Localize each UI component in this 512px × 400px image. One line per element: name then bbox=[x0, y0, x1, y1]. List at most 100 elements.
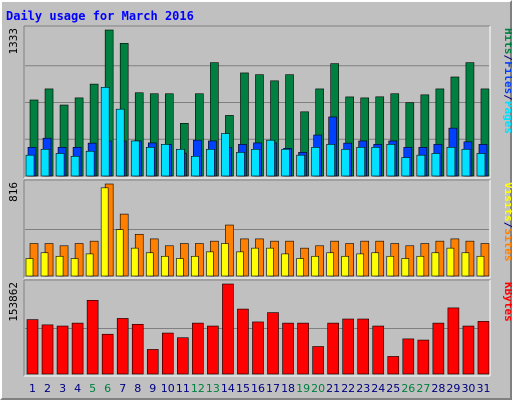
bar-visits-day-15 bbox=[236, 251, 244, 277]
panel-max-label: 1333 bbox=[7, 28, 20, 55]
bar-pages-day-13 bbox=[206, 148, 215, 177]
bar-pages-day-17 bbox=[266, 139, 275, 177]
bar-visits-day-1 bbox=[25, 258, 34, 277]
bar-visits-day-13 bbox=[206, 251, 214, 277]
bar-visits-day-5 bbox=[85, 253, 94, 277]
bar-visits-day-28 bbox=[431, 252, 440, 277]
bar-visits-day-8 bbox=[130, 247, 139, 277]
bar-visits-day-21 bbox=[326, 252, 334, 277]
bar-visits-day-2 bbox=[40, 252, 49, 277]
day-label-12: 12 bbox=[191, 382, 205, 395]
bar-kbytes-day-14 bbox=[222, 283, 234, 375]
day-label-26: 26 bbox=[401, 382, 415, 395]
day-label-25: 25 bbox=[386, 382, 400, 395]
bar-kbytes-day-9 bbox=[146, 349, 159, 375]
bar-pages-day-15 bbox=[236, 152, 245, 177]
bar-visits-day-19 bbox=[296, 258, 304, 277]
bar-visits-day-14 bbox=[221, 243, 229, 277]
bar-kbytes-day-23 bbox=[357, 318, 370, 375]
bar-kbytes-day-24 bbox=[372, 325, 385, 375]
bar-visits-day-26 bbox=[401, 258, 410, 277]
day-label-24: 24 bbox=[371, 382, 385, 395]
bar-pages-day-1 bbox=[25, 154, 35, 177]
bar-pages-day-26 bbox=[401, 157, 411, 177]
bar-visits-day-3 bbox=[55, 255, 64, 277]
bar-pages-day-12 bbox=[191, 155, 200, 177]
day-label-18: 18 bbox=[281, 382, 295, 395]
bar-visits-day-20 bbox=[311, 255, 319, 277]
bar-kbytes-day-1 bbox=[26, 319, 39, 375]
bar-pages-day-19 bbox=[296, 154, 305, 177]
bar-visits-day-4 bbox=[70, 258, 79, 277]
bar-kbytes-day-26 bbox=[402, 338, 415, 375]
bar-kbytes-day-15 bbox=[237, 308, 249, 375]
day-label-30: 30 bbox=[461, 382, 475, 395]
bar-visits-day-23 bbox=[356, 253, 365, 277]
legend-entry: KBytes bbox=[502, 282, 512, 322]
day-label-22: 22 bbox=[341, 382, 355, 395]
day-label-2: 2 bbox=[44, 382, 51, 395]
day-label-28: 28 bbox=[431, 382, 445, 395]
bar-kbytes-day-22 bbox=[342, 318, 354, 375]
bar-visits-day-18 bbox=[281, 253, 289, 277]
day-label-11: 11 bbox=[176, 382, 190, 395]
bar-visits-day-29 bbox=[446, 247, 455, 277]
bar-visits-day-16 bbox=[251, 247, 259, 277]
bar-kbytes-day-28 bbox=[432, 322, 445, 375]
bar-pages-day-20 bbox=[311, 147, 320, 177]
bar-kbytes-day-2 bbox=[41, 324, 54, 375]
day-label-3: 3 bbox=[59, 382, 66, 395]
bar-kbytes-day-5 bbox=[86, 299, 99, 375]
day-label-16: 16 bbox=[251, 382, 265, 395]
day-label-27: 27 bbox=[416, 382, 430, 395]
bar-visits-day-11 bbox=[176, 258, 184, 277]
legend-entry: Hits bbox=[502, 28, 512, 55]
bar-kbytes-day-17 bbox=[267, 312, 279, 375]
bar-pages-day-8 bbox=[130, 140, 140, 177]
bar-pages-day-11 bbox=[176, 148, 185, 177]
bar-visits-day-22 bbox=[341, 255, 349, 277]
panel-max-label: 153862 bbox=[7, 282, 20, 322]
panel-max-label: 816 bbox=[7, 182, 20, 202]
bar-pages-day-7 bbox=[115, 108, 125, 177]
bar-kbytes-day-27 bbox=[417, 339, 430, 375]
bar-kbytes-day-25 bbox=[387, 356, 400, 375]
bar-kbytes-day-7 bbox=[116, 318, 129, 375]
day-label-1: 1 bbox=[29, 382, 36, 395]
bar-visits-day-24 bbox=[371, 252, 380, 277]
day-label-9: 9 bbox=[149, 382, 156, 395]
day-label-31: 31 bbox=[476, 382, 490, 395]
day-label-21: 21 bbox=[326, 382, 340, 395]
bar-kbytes-day-13 bbox=[207, 325, 219, 375]
bar-visits-day-12 bbox=[191, 255, 199, 277]
day-label-6: 6 bbox=[104, 382, 111, 395]
day-label-19: 19 bbox=[296, 382, 310, 395]
bar-pages-day-9 bbox=[145, 147, 155, 177]
bar-pages-day-25 bbox=[386, 144, 396, 177]
bar-kbytes-day-16 bbox=[252, 321, 264, 375]
bar-kbytes-day-29 bbox=[447, 307, 460, 375]
day-label-10: 10 bbox=[161, 382, 175, 395]
bar-kbytes-day-31 bbox=[477, 321, 490, 375]
bar-kbytes-day-20 bbox=[312, 346, 324, 375]
bar-pages-day-22 bbox=[341, 148, 350, 177]
legend-entry: Files bbox=[502, 61, 512, 94]
bar-kbytes-day-21 bbox=[327, 322, 339, 375]
bar-pages-day-21 bbox=[326, 144, 335, 177]
legend-entry: / bbox=[502, 222, 512, 229]
day-label-15: 15 bbox=[236, 382, 250, 395]
bar-visits-day-7 bbox=[115, 229, 124, 277]
legend-entry: / bbox=[502, 55, 512, 62]
bar-visits-day-31 bbox=[476, 255, 485, 277]
bar-kbytes-day-3 bbox=[56, 325, 69, 375]
day-label-7: 7 bbox=[119, 382, 126, 395]
panel-legend: Hits/Files/Pages bbox=[502, 28, 512, 134]
legend-entry: Sites bbox=[502, 228, 512, 261]
day-label-23: 23 bbox=[356, 382, 370, 395]
bar-visits-day-30 bbox=[461, 252, 470, 277]
bar-kbytes-day-4 bbox=[71, 322, 84, 375]
bar-kbytes-day-10 bbox=[161, 332, 174, 375]
bar-visits-day-9 bbox=[145, 252, 154, 277]
day-label-20: 20 bbox=[311, 382, 325, 395]
